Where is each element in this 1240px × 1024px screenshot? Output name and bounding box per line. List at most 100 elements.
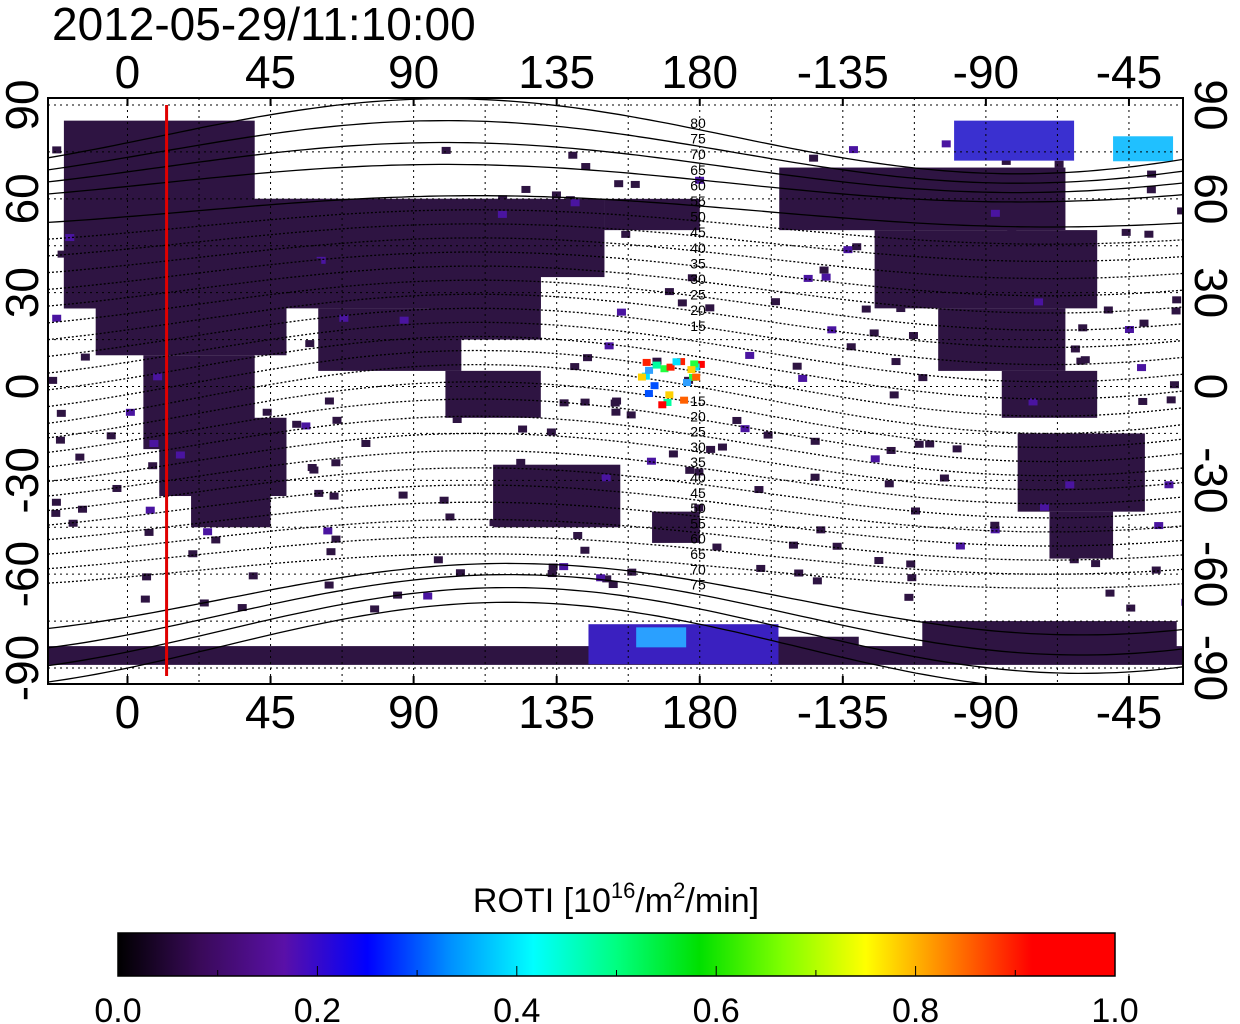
- roti-data-pixel: [188, 550, 198, 558]
- contour-label-north: 60: [690, 177, 706, 193]
- roti-data-pixel: [428, 344, 438, 352]
- lat-label-right: 0: [1185, 374, 1237, 400]
- roti-data-pixel: [990, 209, 1000, 217]
- roti-data-pixel: [1001, 157, 1011, 165]
- roti-data-pixel: [1028, 398, 1038, 406]
- roti-data-pixel: [886, 446, 896, 454]
- contour-mlat--40: [48, 501, 1183, 547]
- lat-label-right: -90: [1185, 635, 1237, 701]
- roti-data-pixel: [611, 408, 621, 416]
- roti-data-pixel: [740, 425, 750, 433]
- roti-data-pixel: [941, 140, 951, 148]
- roti-hotspot-pixel: [637, 373, 646, 381]
- contour-mlat-20: [48, 307, 1183, 366]
- roti-data-pixel: [685, 466, 695, 474]
- roti-data-pixel: [51, 498, 61, 506]
- roti-data-pixel: [712, 543, 722, 551]
- magnetic-latitude-contours: [48, 98, 1183, 684]
- roti-data-pixel: [573, 531, 583, 539]
- roti-data-pixel: [399, 316, 409, 324]
- roti-data-pixel: [305, 340, 315, 348]
- roti-hotspots: [637, 358, 705, 409]
- roti-data-pixel: [606, 497, 616, 505]
- roti-data-pixel: [955, 542, 965, 550]
- roti-data-pixel: [745, 351, 755, 359]
- roti-data-pixel: [732, 416, 742, 424]
- roti-data-pixel: [262, 408, 272, 416]
- roti-data-pixel: [57, 250, 67, 258]
- roti-data-patch: [1113, 136, 1174, 162]
- contour-label-south: 65: [690, 546, 706, 562]
- roti-data-pixel: [587, 265, 597, 273]
- contour-label-north: 65: [690, 162, 706, 178]
- roti-data-pixel: [516, 458, 526, 466]
- roti-data-pixel: [941, 176, 951, 184]
- roti-data-pixel: [1177, 207, 1183, 215]
- roti-data-pixel: [376, 314, 386, 322]
- roti-data-pixel: [1054, 160, 1064, 168]
- lat-label-right: 30: [1185, 267, 1237, 318]
- roti-data-pixel: [1080, 356, 1090, 364]
- roti-data-pixel: [852, 243, 862, 251]
- roti-data-pixel: [925, 440, 935, 448]
- lat-label-right: 90: [1185, 79, 1237, 130]
- roti-hotspot-pixel: [682, 379, 691, 387]
- roti-data-pixel: [816, 169, 826, 177]
- roti-data-pixel: [331, 459, 341, 467]
- roti-data-pixel: [889, 391, 899, 399]
- contour-label-south: 45: [690, 485, 706, 501]
- roti-data-pixel: [149, 439, 159, 447]
- roti-data-pixel: [846, 343, 856, 351]
- roti-data-pixel: [247, 289, 257, 297]
- roti-data-pixel: [884, 480, 894, 488]
- roti-data-pixel: [211, 536, 221, 544]
- roti-data-pixel: [812, 577, 822, 585]
- contour-mlat-55: [48, 209, 1183, 245]
- roti-data-pixel: [770, 298, 780, 306]
- roti-data-pixel: [142, 573, 152, 581]
- roti-data-pixel: [228, 173, 238, 181]
- roti-data-pixel: [581, 163, 591, 171]
- contour-label-south: 55: [690, 515, 706, 531]
- roti-data-pixel: [314, 290, 324, 298]
- roti-data-pixel: [138, 170, 148, 178]
- roti-data-pixel: [568, 151, 578, 159]
- roti-data-pixel: [112, 484, 122, 492]
- lon-label-bottom: 180: [661, 686, 738, 738]
- roti-hotspot-pixel: [666, 363, 675, 371]
- roti-data-pixel: [809, 154, 819, 162]
- roti-hotspot-pixel: [652, 361, 661, 369]
- roti-hotspot-pixel: [644, 390, 653, 398]
- roti-data-pixel: [612, 397, 622, 405]
- roti-data-pixel: [1147, 170, 1157, 178]
- contour-label-south: 50: [690, 500, 706, 516]
- lon-label-top: 135: [518, 46, 595, 98]
- colorbar-tick-label: 0.8: [892, 992, 939, 1024]
- roti-data-pixel: [1169, 381, 1179, 389]
- roti-data-pixel: [1103, 306, 1113, 314]
- roti-data-pixel: [497, 210, 507, 218]
- roti-data-pixel: [614, 180, 624, 188]
- roti-hotspot-pixel: [696, 360, 705, 368]
- roti-data-pixel: [602, 575, 612, 583]
- roti-data-pixel: [861, 305, 871, 313]
- roti-data-pixel: [78, 505, 88, 513]
- roti-data-pixel: [506, 219, 516, 227]
- contour-mlat-5: [48, 349, 1183, 417]
- roti-data-pixel: [559, 563, 569, 571]
- lon-label-top: -135: [797, 46, 889, 98]
- roti-data-pixel: [188, 422, 198, 430]
- roti-data-pixel: [827, 326, 837, 334]
- lon-label-bottom: 45: [245, 686, 296, 738]
- roti-data-pixel: [445, 360, 455, 368]
- roti-data-pixel: [137, 193, 147, 201]
- roti-data-pixel: [608, 581, 618, 589]
- contour-mlat--35: [48, 484, 1183, 533]
- roti-data-pixel: [832, 542, 842, 550]
- roti-data-pixel: [690, 519, 700, 527]
- roti-data-pixel: [756, 564, 766, 572]
- roti-data-pixel: [51, 509, 61, 517]
- roti-data-pixel: [694, 504, 704, 512]
- roti-hotspot-pixel: [642, 358, 651, 366]
- roti-data-pixel: [153, 373, 163, 381]
